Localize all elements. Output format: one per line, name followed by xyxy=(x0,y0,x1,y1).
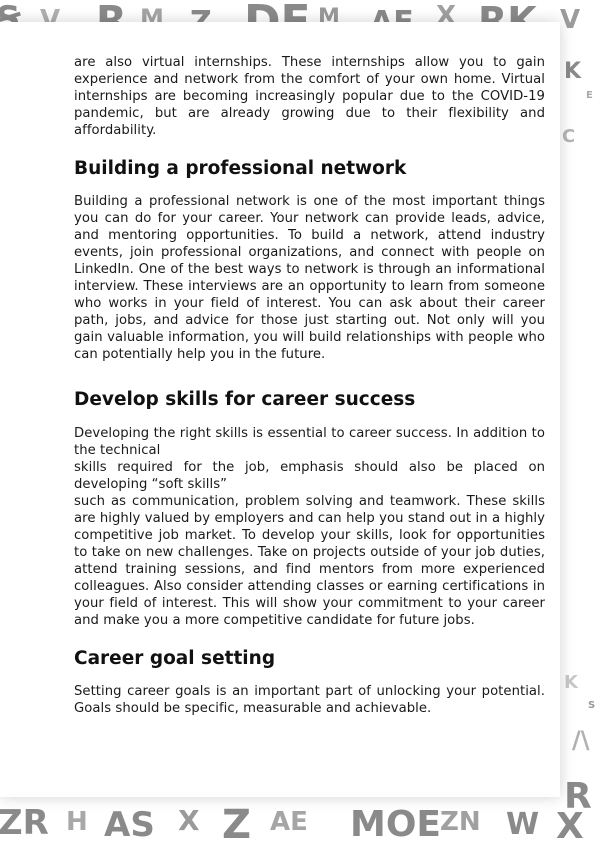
svg-text:Z: Z xyxy=(222,802,251,842)
skills-paragraph-1: Developing the right skills is essential… xyxy=(74,426,545,458)
skills-paragraph-2: skills required for the job, emphasis sh… xyxy=(74,460,545,492)
svg-text:S: S xyxy=(588,700,595,711)
svg-text:AS: AS xyxy=(104,805,155,842)
document-page: are also virtual internships. These inte… xyxy=(0,22,560,797)
svg-text:K: K xyxy=(564,672,579,693)
section-heading-goals: Career goal setting xyxy=(74,648,276,669)
svg-text:/\: /\ xyxy=(572,726,590,754)
network-paragraph: Building a professional network is one o… xyxy=(74,194,545,362)
svg-text:K: K xyxy=(564,59,582,84)
skills-paragraph-3: such as communication, problem solving a… xyxy=(74,494,545,628)
svg-text:W: W xyxy=(506,807,539,842)
svg-text:X: X xyxy=(556,806,584,842)
svg-text:ZN: ZN xyxy=(440,807,481,837)
svg-text:MOE: MOE xyxy=(350,804,441,842)
svg-text:ZR: ZR xyxy=(0,803,49,842)
svg-text:V: V xyxy=(560,5,580,35)
document-content: are also virtual internships. These inte… xyxy=(74,54,545,717)
section-heading-skills: Develop skills for career success xyxy=(74,389,416,410)
section-heading-network: Building a professional network xyxy=(74,158,407,179)
svg-text:E: E xyxy=(586,90,593,101)
intro-paragraph: are also virtual internships. These inte… xyxy=(74,55,545,138)
letter-pattern-background-right: K E C K S /\ R xyxy=(560,0,595,842)
svg-text:R: R xyxy=(564,776,592,817)
svg-text:AE: AE xyxy=(270,807,308,837)
letter-pattern-background-bottom: ZR H AS X Z AE MOE ZN W X xyxy=(0,790,595,842)
goals-paragraph: Setting career goals is an important par… xyxy=(74,684,545,716)
svg-text:H: H xyxy=(66,807,88,837)
svg-text:X: X xyxy=(178,804,200,837)
svg-text:C: C xyxy=(562,126,575,147)
